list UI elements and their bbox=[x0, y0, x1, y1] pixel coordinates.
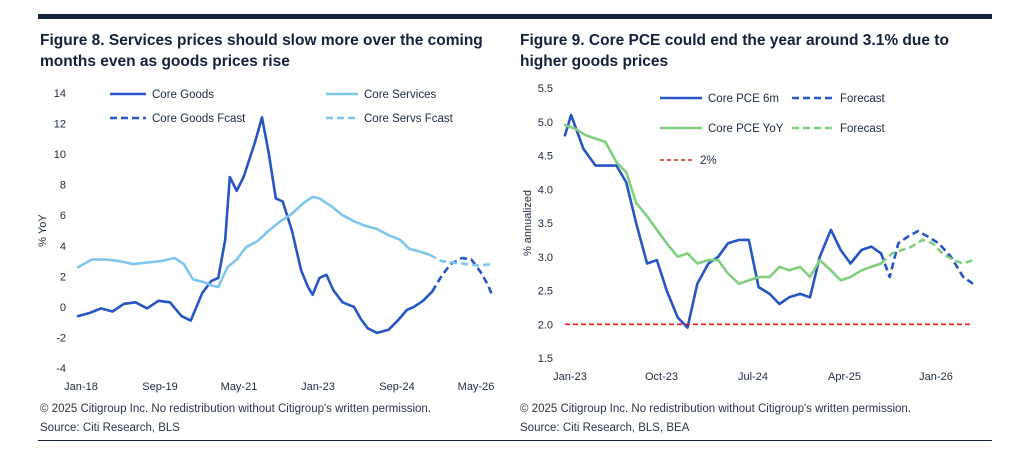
y-tick-label: 6 bbox=[60, 210, 66, 222]
series-line-core-servs-fcast-dashed bbox=[429, 253, 493, 267]
y-tick-label: 1.5 bbox=[538, 353, 553, 365]
y-tick-label: 3.0 bbox=[538, 252, 553, 264]
series-line-core-pce-6m bbox=[563, 113, 883, 329]
x-tick-label: Jan-23 bbox=[553, 371, 587, 383]
series-line-core-services bbox=[76, 195, 432, 289]
figure-8-source: Source: Citi Research, BLS bbox=[40, 422, 180, 434]
y-tick-label: 0 bbox=[60, 302, 66, 314]
y-tick-label: 4 bbox=[60, 241, 66, 253]
series-line-core-goods-fcast-dashed bbox=[431, 256, 494, 296]
y-tick-label: -2 bbox=[56, 332, 66, 344]
x-tick-label: Sep-24 bbox=[379, 381, 414, 393]
y-tick-label: 12 bbox=[54, 119, 66, 131]
x-tick-label: Jan-23 bbox=[301, 381, 335, 393]
y-tick-label: 5.5 bbox=[538, 83, 553, 95]
x-tick-label: Sep-19 bbox=[142, 381, 177, 393]
y-tick-label: 14 bbox=[54, 88, 66, 100]
figure-8-copyright: © 2025 Citigroup Inc. No redistribution … bbox=[40, 403, 431, 415]
y-tick-label: 3.5 bbox=[538, 218, 553, 230]
legend-label-forecast: Forecast bbox=[840, 123, 886, 135]
figure-9-chart: 1.5 2.0 2.5 3.0 3.5 4.0 4.5 5.0 5.5 % annualized J… bbox=[522, 83, 974, 383]
y-tick-label: 10 bbox=[54, 149, 66, 161]
legend-label-core-goods-fcast: Core Goods Fcast bbox=[152, 113, 246, 125]
figure-9-copyright: © 2025 Citigroup Inc. No redistribution … bbox=[520, 403, 911, 415]
legend-label-forecast: Forecast bbox=[840, 93, 886, 105]
y-tick-label: 2 bbox=[60, 271, 66, 283]
y-tick-label: 4.5 bbox=[538, 151, 553, 163]
legend-label-core-services: Core Services bbox=[364, 89, 436, 101]
figure-9-source: Source: Citi Research, BLS, BEA bbox=[520, 422, 690, 434]
x-tick-label: May-26 bbox=[458, 381, 495, 393]
y-axis-title: % annualized bbox=[522, 190, 534, 256]
y-tick-label: 8 bbox=[60, 180, 66, 192]
bottom-rule bbox=[38, 440, 992, 441]
x-tick-label: May-21 bbox=[221, 381, 258, 393]
figure-8-chart: -4 -2 0 2 4 6 8 10 12 14 % YoY Jan-18 Sep-19 May-21 Ja… bbox=[37, 88, 495, 393]
series-line-forecast-dashed bbox=[880, 238, 974, 265]
figure-8-title: Figure 8. Services prices should slow mo… bbox=[40, 32, 483, 70]
y-tick-label: 2.5 bbox=[538, 286, 553, 298]
series-line-core-goods bbox=[76, 116, 434, 335]
legend-label-core-pce-6m: Core PCE 6m bbox=[708, 93, 779, 105]
x-tick-label: Jul-24 bbox=[738, 371, 768, 383]
y-tick-label: 5.0 bbox=[538, 117, 553, 129]
x-tick-label: Jan-26 bbox=[919, 371, 953, 383]
x-tick-label: Apr-25 bbox=[828, 371, 861, 383]
y-tick-label: 2.0 bbox=[538, 319, 553, 331]
x-tick-label: Oct-23 bbox=[645, 371, 678, 383]
legend-label-2: 2% bbox=[700, 155, 717, 167]
y-tick-label: -4 bbox=[56, 363, 66, 375]
y-tick-label: 4.0 bbox=[538, 184, 553, 196]
figure-9-title: Figure 9. Core PCE could end the year ar… bbox=[520, 32, 949, 70]
legend-label-core-pce-yoy: Core PCE YoY bbox=[708, 123, 784, 135]
x-tick-label: Jan-18 bbox=[64, 381, 98, 393]
y-axis-title: % YoY bbox=[37, 214, 49, 247]
series-line-core-pce-yoy bbox=[563, 123, 883, 286]
legend-label-core-servs-fcast: Core Servs Fcast bbox=[364, 113, 454, 125]
series-line-forecast-dashed bbox=[879, 229, 974, 285]
top-rule bbox=[38, 14, 992, 19]
legend-label-core-goods: Core Goods bbox=[152, 89, 214, 101]
